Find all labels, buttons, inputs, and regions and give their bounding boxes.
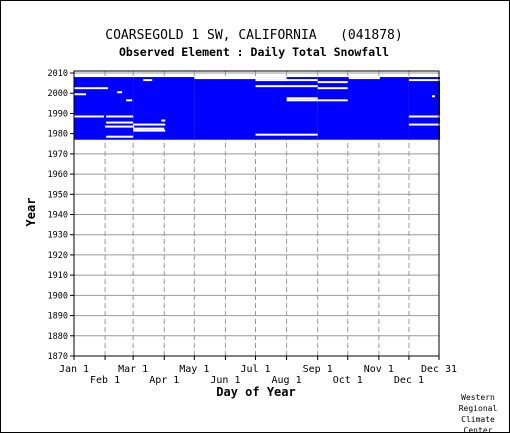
wrcc-credit: Western Regional Climate Center [459, 393, 498, 434]
missing-segment-28 [408, 123, 441, 126]
x-tick-label-top-5: Nov 1 [364, 364, 394, 375]
coverage-block-0 [74, 77, 134, 140]
missing-segment-23 [317, 99, 348, 102]
x-tick-label-top-3: Jul 1 [240, 364, 270, 375]
chart-subtitle: Observed Element : Daily Total Snowfall [119, 45, 389, 59]
missing-segment-20 [317, 87, 348, 90]
x-axis-ticks: Jan 1 Mar 1 May 1 Jul 1 Sep 1 Nov 1 Dec 31 Feb … [59, 356, 457, 386]
missing-segment-5 [105, 125, 135, 128]
missing-segment-27 [408, 115, 441, 118]
missing-segment-11 [161, 119, 166, 122]
missing-segment-9 [117, 91, 123, 94]
missing-data [74, 77, 441, 138]
y-tick-label-1980: 1980 [48, 130, 68, 140]
missing-segment-1 [74, 93, 87, 96]
missing-segment-18 [286, 85, 318, 88]
missing-segment-10 [126, 99, 133, 102]
missing-segment-6 [133, 127, 165, 130]
missing-segment-25 [408, 79, 441, 82]
x-tick-label-top-1: Mar 1 [118, 364, 148, 375]
y-tick-label-1880: 1880 [48, 332, 68, 342]
x-tick-label-bottom-0: Feb 1 [90, 375, 120, 386]
y-tick-label-1900: 1900 [48, 291, 68, 301]
y-tick-label-1970: 1970 [48, 150, 68, 160]
missing-segment-0 [74, 87, 109, 90]
x-tick-label-top-0: Jan 1 [59, 364, 89, 375]
x-tick-label-bottom-5: Dec 1 [394, 375, 424, 386]
y-tick-label-1890: 1890 [48, 312, 68, 322]
y-tick-label-1910: 1910 [48, 271, 68, 281]
missing-segment-2 [74, 115, 105, 118]
missing-segment-13 [133, 129, 166, 132]
missing-segment-7 [106, 135, 134, 138]
missing-segment-19 [255, 85, 287, 88]
y-axis-label: Year [24, 198, 38, 227]
y-tick-label-1940: 1940 [48, 211, 68, 221]
missing-segment-22 [286, 99, 318, 102]
x-tick-label-bottom-2: Jun 1 [210, 375, 240, 386]
coverage-block-2 [194, 79, 256, 140]
plot-border [73, 70, 440, 357]
x-axis-label: Day of Year [216, 385, 295, 399]
coverage-block-5 [408, 77, 441, 140]
y-tick-label-1870: 1870 [48, 352, 68, 362]
missing-segment-12 [133, 123, 166, 126]
credit-line-4: Center [464, 426, 493, 434]
x-tick-label-bottom-1: Apr 1 [149, 375, 179, 386]
missing-segment-24 [255, 133, 318, 136]
y-tick-label-1920: 1920 [48, 251, 68, 261]
missing-segment-26 [431, 95, 435, 98]
y-tick-label-1930: 1930 [48, 231, 68, 241]
y-tick-label-2010: 2010 [48, 69, 68, 79]
missing-segment-21 [286, 97, 318, 100]
credit-line-2: Regional [459, 404, 498, 413]
y-tick-label-1950: 1950 [48, 190, 68, 200]
y-tick-label-2000: 2000 [48, 89, 68, 99]
y-tick-label-1990: 1990 [48, 109, 68, 119]
credit-line-1: Western [461, 393, 495, 402]
missing-segment-16 [348, 77, 380, 80]
y-tick-label-1960: 1960 [48, 170, 68, 180]
missing-segment-8 [143, 79, 153, 82]
x-tick-label-bottom-4: Oct 1 [333, 375, 363, 386]
coverage-block-4 [317, 77, 409, 140]
chart-title: COARSEGOLD 1 SW, CALIFORNIA (041878) [105, 28, 402, 43]
missing-segment-4 [106, 121, 134, 124]
y-axis-ticks: 1870 1880 1890 1900 1910 1920 1930 1940 1950 1960… [48, 69, 74, 362]
missing-segment-3 [106, 115, 134, 118]
x-tick-label-top-2: May 1 [179, 364, 209, 375]
missing-segment-15 [255, 79, 318, 82]
missing-segment-17 [317, 81, 348, 84]
missing-segment-14 [255, 77, 287, 80]
coverage-block-3 [255, 77, 318, 140]
credit-line-3: Climate [461, 415, 495, 424]
x-tick-label-bottom-3: Aug 1 [272, 375, 302, 386]
x-tick-label-top-6: Dec 31 [421, 364, 457, 375]
x-tick-label-top-4: Sep 1 [303, 364, 333, 375]
